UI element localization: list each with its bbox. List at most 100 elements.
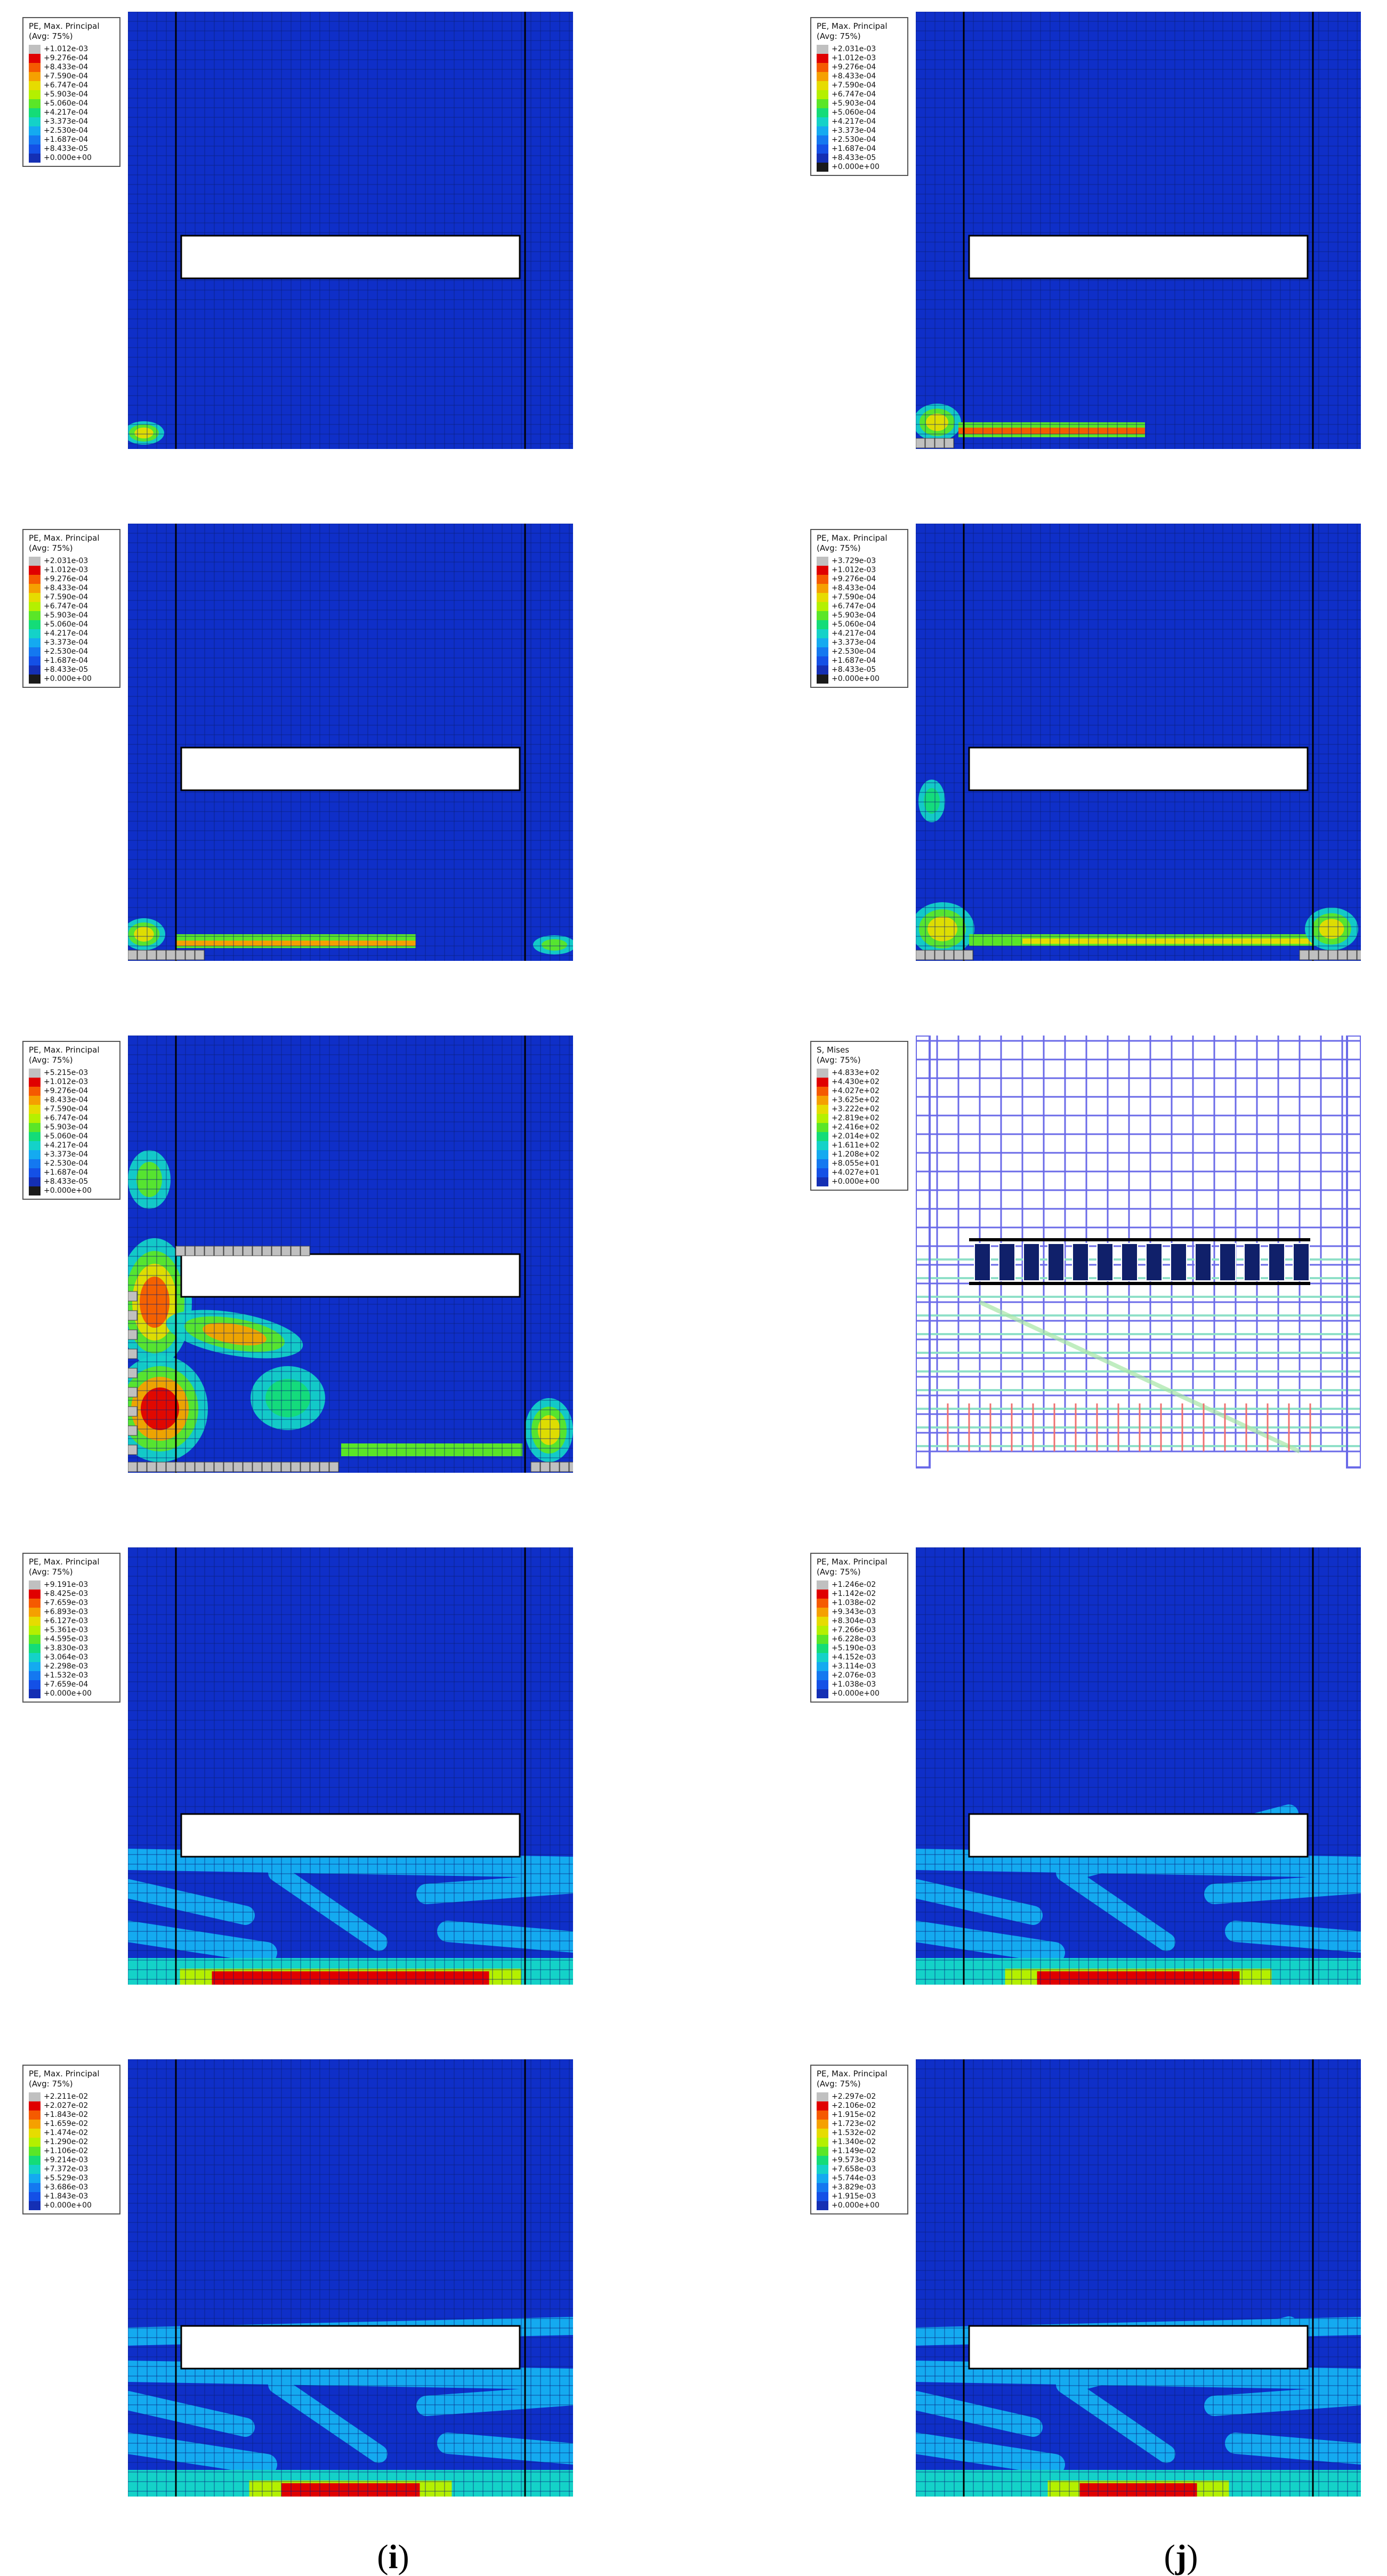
legend-swatch	[817, 2129, 828, 2138]
contour-legend: PE, Max. Principal (Avg: 75%) +2.297e-02 +2…	[810, 2065, 908, 2214]
legend-title: (Avg: 75%)	[29, 1567, 73, 1577]
legend-value: +0.000e+00	[832, 2201, 880, 2210]
legend-row: +8.433e-05	[817, 154, 904, 163]
legend-row: +1.246e-02	[817, 1580, 904, 1590]
legend-value: +8.433e-04	[832, 584, 876, 592]
legend-swatch	[29, 108, 41, 117]
contour-crack	[1056, 1864, 1175, 1951]
legend-swatch	[817, 1662, 828, 1671]
legend-value: +9.276e-04	[44, 54, 88, 62]
contour-crack	[416, 2385, 583, 2416]
legend-row: +1.723e-02	[817, 2120, 904, 2129]
panel-caption: (i)	[377, 2538, 409, 2575]
legend-row: +4.217e-04	[29, 629, 116, 638]
legend-swatch	[29, 45, 41, 54]
legend-swatch	[29, 584, 41, 593]
legend-swatch	[29, 1680, 41, 1689]
legend-row: +5.903e-04	[29, 90, 116, 99]
legend-value: +5.215e-03	[44, 1069, 88, 1077]
legend-row: +1.012e-03	[817, 566, 904, 575]
legend-value: +1.340e-02	[832, 2138, 876, 2146]
legend-value: +4.833e+02	[832, 1069, 880, 1077]
legend-row: +8.433e-04	[817, 72, 904, 81]
legend-swatch	[817, 2192, 828, 2201]
legend-swatch	[29, 1599, 41, 1608]
legend-swatch	[817, 2147, 828, 2156]
contour-crack	[1225, 2433, 1372, 2465]
legend-row: +4.217e-04	[817, 117, 904, 126]
legend-value: +2.014e+02	[832, 1132, 880, 1141]
legend-row: +1.687e-04	[29, 1168, 116, 1177]
legend-swatch	[817, 63, 828, 72]
legend-swatch	[29, 2201, 41, 2210]
rebar-cage	[915, 1034, 1362, 1468]
legend-row: +6.747e-04	[817, 90, 904, 99]
legend-row: +9.276e-04	[29, 575, 116, 584]
contour-legend: PE, Max. Principal (Avg: 75%) +1.012e-03 +9…	[22, 17, 120, 167]
legend-row: +3.373e-04	[29, 117, 116, 126]
legend-swatch	[29, 1635, 41, 1644]
opening	[180, 235, 521, 279]
model-svg	[910, 523, 1367, 961]
contour-band	[1022, 938, 1321, 944]
legend-value: +1.687e-04	[832, 656, 876, 665]
legend-swatch	[29, 145, 41, 154]
opening	[968, 235, 1309, 279]
legend-row: +0.000e+00	[29, 154, 116, 163]
legend-swatch	[29, 1078, 41, 1087]
legend-swatch	[817, 1626, 828, 1635]
legend-swatch	[29, 629, 41, 638]
legend-swatch	[29, 135, 41, 145]
legend-row: +7.266e-03	[817, 1626, 904, 1635]
legend-swatch	[817, 1069, 828, 1078]
legend-swatch	[29, 72, 41, 81]
legend-row: +1.687e-04	[817, 145, 904, 154]
legend-swatch	[817, 1168, 828, 1177]
legend-row: +1.290e-02	[29, 2138, 116, 2147]
legend-row: +2.027e-02	[29, 2101, 116, 2110]
legend-value: +4.217e-04	[832, 629, 876, 638]
legend-value: +1.038e-02	[832, 1599, 876, 1607]
legend-title: (Avg: 75%)	[29, 543, 73, 553]
mesh-grid	[915, 11, 1361, 449]
contour-legend: PE, Max. Principal (Avg: 75%) +9.191e-03 +8…	[22, 1553, 120, 1703]
legend-row: +6.893e-03	[29, 1608, 116, 1617]
fe-model-contour	[913, 11, 1361, 452]
legend-value: +7.266e-03	[832, 1626, 876, 1634]
legend-row: +1.915e-02	[817, 2110, 904, 2120]
legend-value: +5.744e-03	[832, 2174, 876, 2182]
legend-title: (Avg: 75%)	[817, 1567, 861, 1577]
legend-value: +1.532e-03	[44, 1671, 88, 1680]
legend-row: +2.297e-02	[817, 2092, 904, 2101]
legend-row: +2.298e-03	[29, 1662, 116, 1671]
opening	[180, 747, 521, 791]
legend-row: +5.903e-04	[29, 611, 116, 620]
legend-swatch	[817, 1105, 828, 1114]
legend-swatch	[817, 2201, 828, 2210]
legend-swatch	[817, 2165, 828, 2174]
legend-swatch	[29, 154, 41, 163]
legend-row: +5.361e-03	[29, 1626, 116, 1635]
legend-value: +1.915e-03	[832, 2192, 876, 2201]
legend-swatch	[29, 620, 41, 629]
legend-value: +7.659e-04	[44, 1680, 88, 1689]
legend-row: +6.747e-04	[817, 602, 904, 611]
legend-row: +3.829e-03	[817, 2183, 904, 2192]
contour-band	[341, 1443, 522, 1456]
legend-value: +1.532e-02	[832, 2129, 876, 2137]
legend-value: +3.625e+02	[832, 1096, 880, 1104]
legend-swatch	[29, 647, 41, 656]
legend-value: +2.106e-02	[832, 2101, 876, 2110]
legend-value: +1.659e-02	[44, 2120, 88, 2128]
legend-value: +4.027e+01	[832, 1168, 880, 1177]
legend-swatch	[817, 90, 828, 99]
legend-swatch	[29, 2183, 41, 2192]
legend-value: +9.191e-03	[44, 1580, 88, 1589]
legend-row: +2.031e-03	[29, 557, 116, 566]
legend-row: +2.530e-04	[29, 1159, 116, 1168]
mesh-grid	[915, 2059, 1361, 2497]
opening	[180, 2325, 521, 2370]
legend-row: +9.276e-04	[29, 1087, 116, 1096]
fe-model-contour	[915, 1034, 1362, 1475]
contour-band	[212, 1971, 489, 1985]
